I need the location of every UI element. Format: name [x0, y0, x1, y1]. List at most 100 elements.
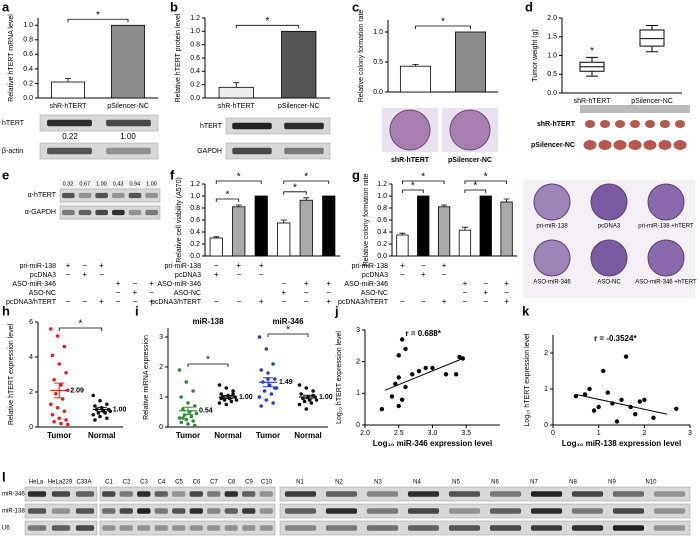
data-point	[54, 391, 58, 396]
tumor	[585, 120, 595, 128]
data-point	[52, 377, 56, 382]
y-tick-label: 0.6	[190, 55, 200, 62]
condition-cell: −	[463, 297, 468, 306]
blot-band	[207, 525, 221, 531]
blot-band	[259, 491, 273, 497]
error-bar	[213, 236, 220, 238]
data-point	[52, 419, 56, 424]
sig-label: *	[206, 355, 210, 366]
lane-label: HeLa229	[48, 480, 73, 486]
blot-band	[366, 525, 399, 531]
blot-strip	[99, 486, 276, 502]
blot-band	[653, 491, 686, 497]
blot-band	[75, 508, 95, 514]
y-tick-label: 0.8	[190, 42, 200, 49]
y-tick-label: 1.0	[377, 193, 387, 200]
condition-cell: +	[442, 297, 447, 306]
blot-band	[102, 525, 116, 531]
data-point	[403, 384, 408, 390]
y-tick-label: 2	[159, 364, 163, 371]
condition-cell: −	[442, 270, 447, 279]
data-point	[184, 417, 189, 422]
data-point	[194, 411, 199, 416]
data-point	[311, 389, 315, 393]
y-tick-label: 1.2	[377, 181, 387, 188]
condition-cell: +	[463, 279, 468, 288]
blot-band	[137, 508, 151, 514]
condition-cell: +	[149, 297, 154, 306]
data-point	[651, 415, 656, 420]
blot-band	[571, 508, 604, 514]
data-point	[193, 404, 197, 408]
bar	[299, 199, 313, 257]
bar	[209, 237, 223, 257]
y-tick-label: 0.4	[190, 68, 200, 75]
lane-label: N6	[491, 480, 499, 486]
blot-strip	[24, 503, 98, 519]
blot-label: hTERT	[200, 123, 223, 130]
lane-label: N7	[530, 480, 538, 486]
lane-label: N8	[569, 480, 577, 486]
tumor	[583, 140, 597, 150]
data-point	[57, 416, 62, 421]
bar	[218, 86, 254, 99]
sig-label: *	[484, 172, 488, 183]
sig-bracket	[215, 180, 262, 184]
lane-label: C7	[210, 480, 218, 486]
y-tick-label: 0.0	[190, 95, 200, 102]
panel-label: l	[2, 469, 6, 484]
error-bar	[441, 204, 448, 207]
colony-plate	[533, 239, 571, 277]
blot-band	[78, 209, 92, 216]
data-point	[269, 392, 274, 396]
condition-cell: +	[281, 288, 286, 297]
data-point	[257, 395, 262, 399]
condition-cell: −	[326, 288, 331, 297]
sig-bracket	[464, 180, 507, 184]
data-point	[59, 421, 63, 426]
y-tick-label: 0	[544, 422, 548, 429]
y-axis-label: Log₁₀ hTERT expression level	[336, 331, 343, 424]
data-point	[222, 398, 227, 402]
condition-cell: −	[132, 297, 137, 306]
bar	[322, 195, 336, 257]
y-tick-label: 1.0	[190, 28, 200, 35]
x-tick-label: 1	[597, 430, 601, 437]
blot-band	[62, 192, 75, 199]
condition-cell: +	[400, 261, 405, 270]
condition-cell: +	[442, 261, 447, 270]
bar	[458, 229, 472, 257]
y-tick-label: 0.5	[373, 59, 383, 66]
y-tick-label: 1.5	[547, 34, 557, 41]
sig-label: *	[96, 10, 100, 21]
condition-cell: +	[82, 270, 87, 279]
blot-label: β-actin	[2, 148, 23, 155]
x-axis-label: Log₁₀ miR-138 expression level	[562, 439, 681, 448]
blot-band	[137, 491, 151, 497]
blot-band	[325, 508, 358, 514]
data-point	[399, 397, 405, 402]
data-point	[601, 368, 606, 374]
blot-band	[154, 508, 168, 514]
blot-band	[189, 491, 203, 497]
lane-label: C8	[228, 480, 236, 486]
condition-cell: −	[116, 288, 121, 297]
sig-bracket	[215, 198, 240, 202]
bar	[281, 30, 317, 99]
blot-label: miR-346	[2, 492, 25, 498]
blot-label: U6	[2, 526, 10, 532]
y-tick-label: 0.4	[377, 229, 387, 236]
data-point	[267, 383, 272, 387]
blot-band	[325, 525, 358, 531]
sig-bracket	[464, 189, 487, 193]
blot-band	[224, 491, 238, 497]
y-tick-label: 2	[544, 350, 548, 357]
condition-cell: +	[99, 297, 104, 306]
y-tick-label: 1.0	[23, 22, 33, 29]
sig-bracket	[267, 333, 309, 337]
condition-cell: −	[304, 288, 309, 297]
tumor	[658, 140, 672, 150]
blot-band	[259, 508, 273, 514]
condition-cell: −	[281, 297, 286, 306]
blot-band	[366, 508, 399, 514]
